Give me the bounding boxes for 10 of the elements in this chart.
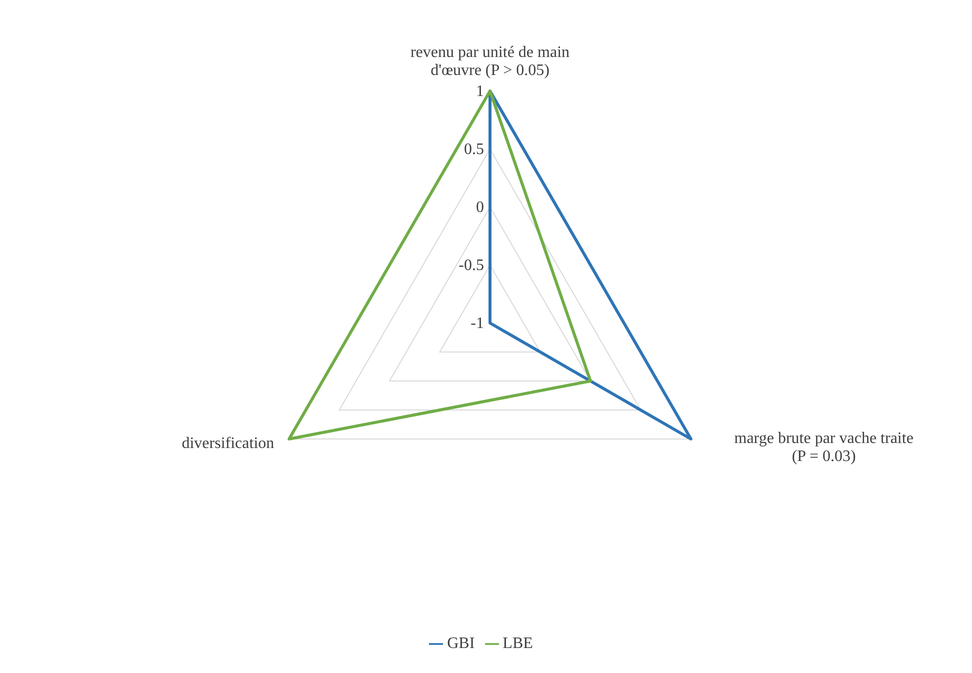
spoke-label: diversification xyxy=(182,435,274,452)
y-tick-label: 0 xyxy=(476,199,484,216)
legend-label: GBI xyxy=(447,635,475,652)
spoke-label: revenu par unité de main d'œuvre (P > 0.05) xyxy=(410,44,570,79)
y-tick-label: 1 xyxy=(476,83,484,100)
y-tick-label: -0.5 xyxy=(458,257,484,274)
y-tick-label: -1 xyxy=(470,315,484,332)
spoke-label: marge brute par vache traite (P = 0.03) xyxy=(734,430,914,465)
y-tick-label: 0.5 xyxy=(464,141,484,158)
legend-label: LBE xyxy=(502,635,533,652)
